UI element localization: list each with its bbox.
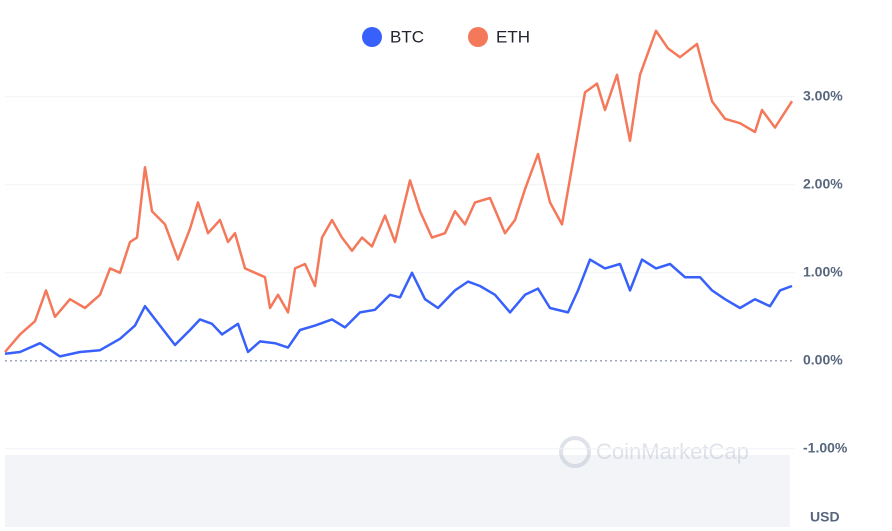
y-tick-label: -1.00% [803, 440, 848, 456]
legend-label: ETH [496, 27, 530, 46]
series-line [4, 29, 794, 353]
series-line [4, 258, 793, 358]
watermark-text: CoinMarketCap [596, 439, 749, 464]
watermark: CoinMarketCap [559, 436, 749, 468]
y-tick-label: 2.00% [803, 176, 843, 192]
y-tick-label: 3.00% [803, 88, 843, 104]
legend-label: BTC [390, 27, 424, 46]
currency-label: USD [810, 509, 840, 525]
legend-marker [468, 27, 488, 47]
watermark-logo [559, 436, 591, 468]
y-tick-label: 1.00% [803, 264, 843, 280]
volume-background [5, 455, 790, 527]
legend-marker [362, 27, 382, 47]
y-tick-label: 0.00% [803, 352, 843, 368]
